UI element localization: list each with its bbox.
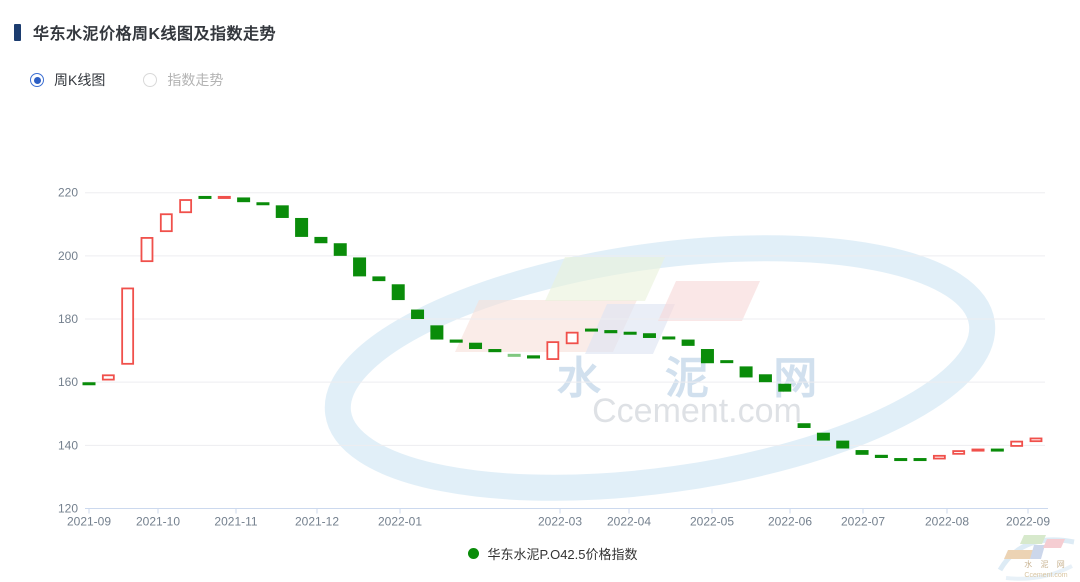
legend-marker-icon — [468, 548, 480, 559]
x-axis-label: 2022-07 — [841, 515, 885, 529]
x-axis-label: 2022-01 — [378, 515, 422, 529]
y-axis-label: 160 — [58, 375, 78, 389]
candle-up — [565, 331, 579, 345]
candle-down — [275, 205, 289, 218]
candle-down — [353, 257, 367, 277]
candle-doji — [217, 195, 231, 199]
candle-doji — [720, 360, 734, 364]
candle-doji — [623, 331, 637, 335]
y-axis-label: 120 — [58, 502, 78, 516]
candle-down — [469, 342, 483, 350]
candle-doji — [894, 458, 908, 462]
y-axis-label: 140 — [58, 438, 78, 452]
logo-cn-text: 水 泥 网 — [1024, 559, 1067, 569]
candle-up — [546, 341, 560, 360]
candle-down — [874, 454, 888, 458]
candle-down — [430, 325, 444, 340]
candle-down — [295, 217, 309, 237]
candle-down — [681, 339, 695, 346]
candle-down — [642, 333, 656, 338]
candle-down — [411, 309, 425, 320]
candle-up — [140, 237, 154, 263]
candle-down — [700, 349, 714, 364]
candle-doji — [662, 336, 676, 340]
candle-up — [1029, 437, 1043, 443]
candle-down — [758, 374, 772, 383]
candle-doji — [256, 202, 270, 206]
x-axis-label: 2022-06 — [768, 515, 812, 529]
candle-down — [739, 366, 753, 378]
x-axis-label: 2021-12 — [295, 515, 339, 529]
radio-unselected-icon — [143, 73, 158, 87]
candle-up — [932, 454, 946, 460]
chart-type-switch: 周K线图 指数走势 — [30, 70, 223, 90]
header: 华东水泥价格周K线图及指数走势 — [14, 20, 276, 44]
candle-down — [372, 276, 386, 282]
radio-weekly-kline-label: 周K线图 — [54, 72, 106, 88]
title-bullet-icon — [14, 23, 21, 41]
candle-doji — [971, 448, 985, 452]
x-axis-label: 2022-04 — [607, 515, 651, 529]
candle-down — [527, 355, 541, 359]
candle-down — [604, 330, 618, 334]
logo-swoosh2-icon — [1005, 564, 1073, 581]
x-axis-label: 2021-10 — [136, 515, 180, 529]
candle-down — [391, 284, 405, 301]
x-axis-label: 2022-05 — [690, 515, 734, 529]
watermark-en-text: Ccement.com — [592, 392, 802, 430]
x-axis-label: 2021-09 — [67, 515, 111, 529]
candle-down — [333, 243, 347, 256]
radio-weekly-kline[interactable]: 周K线图 — [30, 70, 105, 90]
y-axis-label: 220 — [58, 186, 78, 200]
candle-up — [952, 450, 966, 455]
radio-selected-icon — [30, 73, 44, 87]
page-title: 华东水泥价格周K线图及指数走势 — [33, 26, 277, 43]
logo-en-text: Ccement.com — [1024, 572, 1067, 579]
candle-doji — [990, 448, 1004, 452]
candle-up — [179, 199, 193, 214]
x-axis-label: 2022-08 — [925, 515, 969, 529]
y-axis-label: 200 — [58, 249, 78, 263]
candle-up — [159, 213, 173, 233]
candle-down — [237, 197, 251, 203]
x-axis-label: 2021-11 — [214, 515, 257, 529]
logo-green-shape — [1020, 535, 1046, 544]
candle-doji — [584, 328, 598, 332]
candle-up — [101, 374, 115, 381]
candle-down — [488, 349, 502, 353]
candle-up — [121, 287, 135, 365]
candle-down — [797, 423, 811, 428]
x-axis-label: 2022-09 — [1006, 515, 1050, 529]
legend-item[interactable]: 华东水泥P.O42.5价格指数 — [0, 544, 1080, 563]
radio-index-trend-label: 指数走势 — [167, 72, 224, 88]
candle-doji — [82, 382, 96, 386]
candle-down — [816, 432, 830, 441]
radio-index-trend[interactable]: 指数走势 — [143, 70, 223, 90]
ccement-logo: 水 泥 网 Ccement.com — [997, 535, 1075, 581]
candle-doji — [198, 195, 212, 199]
candle-down — [836, 440, 850, 449]
candle-up — [1010, 440, 1024, 447]
x-axis-label: 2022-03 — [538, 515, 582, 529]
candle-doji — [507, 353, 521, 357]
watermark-cn-text: 水 泥 网 — [557, 354, 843, 403]
logo-blue-shape — [1030, 545, 1045, 559]
candle-doji — [913, 458, 927, 462]
candle-down — [855, 450, 869, 455]
candle-down — [449, 339, 463, 343]
logo-pink-shape — [1043, 539, 1065, 548]
candle-down — [778, 383, 792, 392]
y-axis-label: 180 — [58, 312, 78, 326]
candle-down — [314, 236, 328, 244]
logo-tan-shape — [1004, 550, 1034, 559]
legend-label: 华东水泥P.O42.5价格指数 — [487, 547, 638, 562]
